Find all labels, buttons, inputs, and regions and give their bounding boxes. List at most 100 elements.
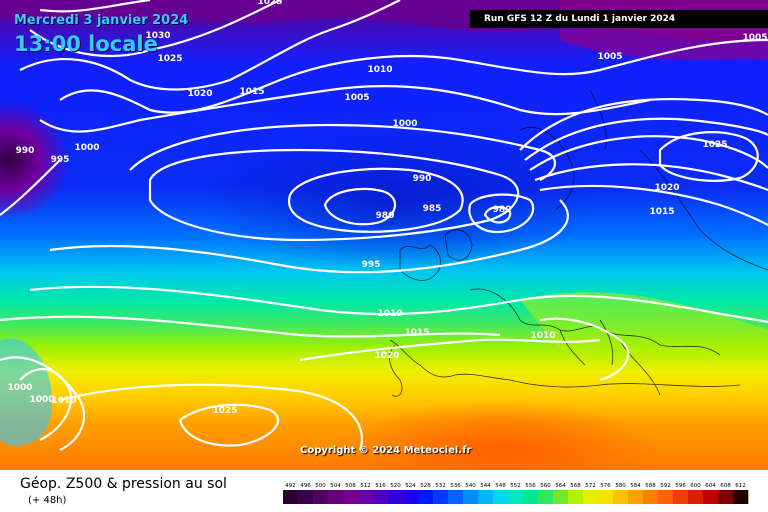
- scale-tick-label: 580: [615, 483, 626, 489]
- isobar-label: 1020: [374, 351, 399, 361]
- scale-swatch: [478, 490, 494, 504]
- scale-swatch: [343, 490, 359, 504]
- scale-swatch: [583, 490, 599, 504]
- scale-tick-label: 500: [315, 483, 326, 489]
- weather-map: 1025 1030 1025 1020 1015 1010 1005 1000 …: [0, 0, 768, 470]
- isobar-label: 1000: [74, 143, 99, 153]
- scale-swatch: [523, 490, 539, 504]
- scale-tick-label: 564: [555, 483, 566, 489]
- scale-tick-label: 556: [525, 483, 536, 489]
- isobar-label: 1010: [377, 309, 402, 319]
- scale-tick-label: 492: [285, 483, 296, 489]
- isobar-label: 1015: [239, 87, 264, 97]
- copyright: Copyright © 2024 Meteociel.fr: [300, 445, 472, 456]
- scale-tick-label: 540: [465, 483, 476, 489]
- scale-swatch: [538, 490, 554, 504]
- isobar-label: 995: [362, 260, 381, 270]
- isobar-label: 1020: [187, 89, 212, 99]
- isobar-label: 980: [376, 211, 395, 221]
- isobar-label: 1025: [157, 54, 182, 64]
- scale-tick-label: 572: [585, 483, 596, 489]
- isobar-labels: 1025 1030 1025 1020 1015 1010 1005 1000 …: [7, 0, 767, 416]
- scale-swatch: [568, 490, 584, 504]
- scale-tick-label: 588: [645, 483, 656, 489]
- isobar-label: 1025: [702, 140, 727, 150]
- scale-tick-label: 612: [735, 483, 746, 489]
- scale-tick-label: 584: [630, 483, 641, 489]
- scale-tick-label: 512: [360, 483, 371, 489]
- scale-swatch: [283, 490, 299, 504]
- isobar-label: 1000: [29, 395, 54, 405]
- forecast-lead: (+ 48h): [28, 495, 67, 506]
- east-green-tongue: [520, 291, 768, 360]
- isobar-label: 990: [16, 146, 35, 156]
- scale-swatch: [688, 490, 704, 504]
- scale-swatch: [373, 490, 389, 504]
- scale-swatch: [433, 490, 449, 504]
- scale-swatch: [358, 490, 374, 504]
- scale-swatch: [403, 490, 419, 504]
- scale-tick-label: 504: [330, 483, 341, 489]
- scale-swatch: [463, 490, 479, 504]
- scale-tick-label: 508: [345, 483, 356, 489]
- scale-swatch: [673, 490, 689, 504]
- scale-swatch: [613, 490, 629, 504]
- sahara-warm-core: [340, 400, 660, 470]
- scale-tick-label: 532: [435, 483, 446, 489]
- forecast-date: Mercredi 3 janvier 2024: [14, 13, 189, 28]
- west-blue-blob: [0, 338, 52, 446]
- west-low-core: [0, 100, 70, 220]
- scale-tick-label: 528: [420, 483, 431, 489]
- isobar-label: 1010: [51, 396, 76, 406]
- scale-swatch: [418, 490, 434, 504]
- scale-tick-label: 604: [705, 483, 716, 489]
- scale-tick-label: 592: [660, 483, 671, 489]
- isobar-label: 1025: [257, 0, 282, 7]
- isobar-label: 1020: [654, 183, 679, 193]
- scale-swatch: [298, 490, 314, 504]
- scale-tick-label: 536: [450, 483, 461, 489]
- run-info: Run GFS 12 Z du Lundi 1 janvier 2024: [470, 10, 768, 28]
- isobar-label: 985: [423, 204, 442, 214]
- scale-tick-label: 544: [480, 483, 491, 489]
- isobar-label: 1025: [212, 406, 237, 416]
- isobar-label: 990: [413, 174, 432, 184]
- isobar-label: 1015: [404, 328, 429, 338]
- scale-swatch: [643, 490, 659, 504]
- scale-swatch: [628, 490, 644, 504]
- isobar-label: 995: [51, 155, 70, 165]
- scale-tick-label: 524: [405, 483, 416, 489]
- scale-swatch: [328, 490, 344, 504]
- scale-tick-label: 560: [540, 483, 551, 489]
- isobar-label: 980: [493, 205, 512, 215]
- isobar-label: 1030: [145, 31, 170, 41]
- isobar-label: 1010: [367, 65, 392, 75]
- scale-tick-label: 516: [375, 483, 386, 489]
- scale-swatch: [508, 490, 524, 504]
- isobars: [0, 0, 768, 450]
- scale-tick-label: 600: [690, 483, 701, 489]
- scale-swatch: [553, 490, 569, 504]
- scale-swatch: [388, 490, 404, 504]
- isobar-label: 1010: [530, 331, 555, 341]
- scale-tick-label: 552: [510, 483, 521, 489]
- isobar-label: 1000: [392, 119, 417, 129]
- legend-footer: Géop. Z500 & pression au sol (+ 48h) 492…: [0, 470, 768, 512]
- scale-swatch: [718, 490, 734, 504]
- isobar-label: 1005: [742, 33, 767, 43]
- scale-tick-label: 568: [570, 483, 581, 489]
- scale-swatch: [658, 490, 674, 504]
- scale-swatch: [733, 490, 749, 504]
- isobar-label: 1005: [597, 52, 622, 62]
- scale-tick-label: 576: [600, 483, 611, 489]
- scale-swatch: [448, 490, 464, 504]
- map-title: Géop. Z500 & pression au sol: [20, 476, 227, 492]
- color-scale: 492 496 500 504 508 512 516 520 524 528 532 536 540 5…: [283, 483, 749, 504]
- scale-tick-label: 608: [720, 483, 731, 489]
- coastlines: [389, 89, 768, 397]
- scale-tick-label: 520: [390, 483, 401, 489]
- scale-tick-label: 596: [675, 483, 686, 489]
- scale-swatch: [598, 490, 614, 504]
- scale-swatch: [493, 490, 509, 504]
- forecast-time: 13:00 locale: [14, 32, 158, 56]
